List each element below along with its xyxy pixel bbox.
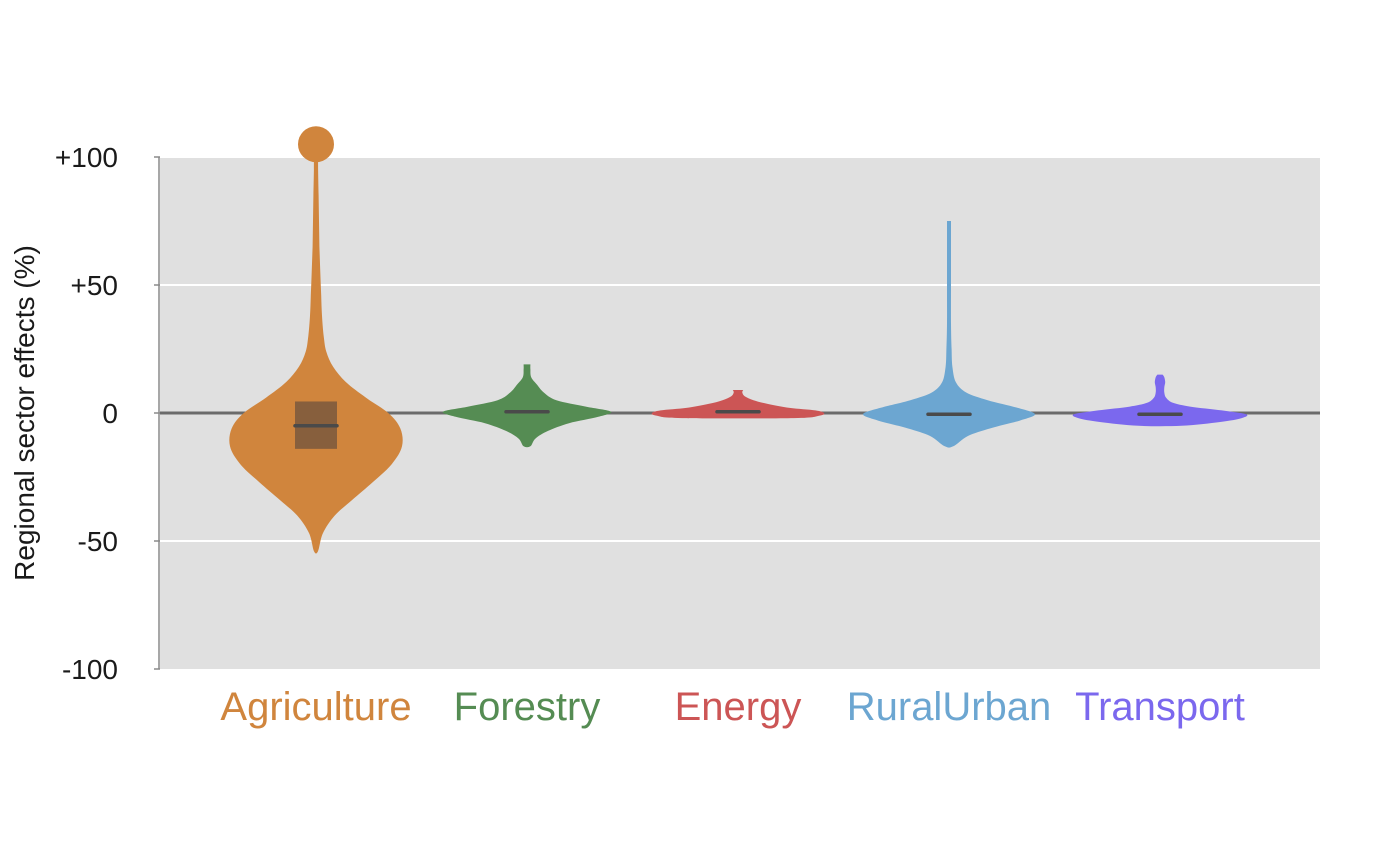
violin-body <box>651 390 825 419</box>
y-tick-label: +50 <box>71 270 119 301</box>
violin-forestry <box>442 364 612 448</box>
y-tick-label: -50 <box>78 526 118 557</box>
violin-ruralurban <box>862 221 1036 448</box>
violin-body <box>442 364 612 448</box>
violin-body <box>1072 374 1248 427</box>
violin-transport <box>1072 374 1248 427</box>
grid-lines <box>160 156 1320 542</box>
y-tick-label: -100 <box>62 654 118 685</box>
violin-agriculture <box>229 126 403 554</box>
category-label-ruralurban: RuralUrban <box>847 685 1052 729</box>
category-labels: Agriculture Forestry Energy RuralUrban Trans… <box>220 685 1244 729</box>
y-tick-label: 0 <box>102 398 118 429</box>
violin-energy <box>651 390 825 419</box>
category-label-transport: Transport <box>1075 685 1245 729</box>
category-label-forestry: Forestry <box>454 685 601 729</box>
category-label-energy: Energy <box>675 685 802 729</box>
outlier-point <box>298 126 334 163</box>
violin-body <box>862 221 1036 448</box>
y-tick-label: +100 <box>55 142 118 173</box>
category-label-agriculture: Agriculture <box>220 685 411 729</box>
violins <box>229 126 1248 554</box>
y-axis-ticks: +100 +50 0 -50 -100 <box>55 142 160 685</box>
y-axis-label: Regional sector effects (%) <box>9 245 40 581</box>
violin-body <box>229 157 403 554</box>
